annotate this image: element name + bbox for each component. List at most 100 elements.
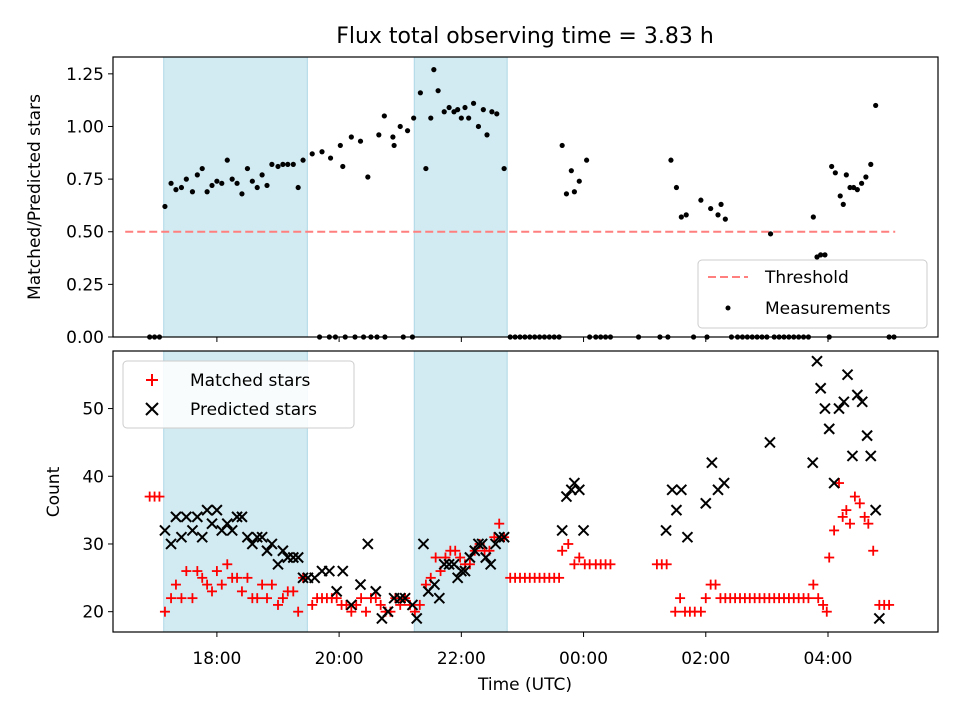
measurement-point — [428, 115, 434, 121]
measurement-point — [199, 165, 205, 172]
predicted-point — [472, 538, 485, 550]
predicted-point — [498, 531, 510, 543]
measurement-point — [244, 165, 251, 172]
predicted-point — [823, 423, 835, 435]
predicted-point — [556, 524, 568, 537]
legend-matched-label: Matched stars — [190, 371, 310, 391]
measurement-point — [178, 184, 185, 191]
measurement-point — [840, 201, 846, 207]
matched-point — [818, 599, 829, 610]
predicted-point — [573, 484, 585, 496]
matched-point — [277, 593, 288, 604]
measurement-point — [239, 191, 245, 197]
measurement-point — [319, 149, 325, 155]
measurement-point — [204, 189, 210, 195]
measurement-point — [162, 203, 168, 210]
matched-point — [262, 593, 272, 604]
predicted-point — [718, 477, 730, 489]
y-tick-label: 1.00 — [66, 117, 104, 137]
matched-point — [884, 599, 895, 610]
matched-point — [395, 599, 406, 610]
measurement-point — [269, 161, 275, 167]
measurement-point — [484, 132, 490, 138]
measurement-point — [683, 212, 689, 218]
predicted-point — [292, 551, 304, 564]
matched-point — [455, 552, 466, 563]
matched-point — [222, 559, 233, 570]
matched-point — [554, 572, 565, 583]
predicted-point — [297, 572, 309, 584]
predicted-point — [417, 538, 430, 550]
matched-point — [236, 586, 247, 597]
measurement-point — [214, 178, 220, 184]
measurement-point — [173, 187, 179, 193]
measurement-point — [327, 155, 334, 161]
predicted-point — [476, 538, 488, 550]
predicted-point — [256, 531, 268, 543]
predicted-point — [459, 565, 471, 577]
x-tick-label: 22:00 — [437, 649, 486, 669]
measurement-point — [868, 161, 874, 167]
predicted-point — [489, 538, 502, 550]
predicted-point — [851, 389, 864, 401]
legend-threshold-label: Threshold — [764, 268, 849, 288]
measurement-point — [678, 214, 684, 220]
matched-point — [464, 559, 475, 570]
y-tick-label: 20 — [82, 603, 104, 623]
measurement-point — [571, 189, 577, 195]
matched-point — [414, 599, 425, 610]
predicted-point — [560, 490, 573, 503]
legend-measurements-swatch — [725, 305, 731, 311]
predicted-point — [261, 545, 273, 557]
measurement-point — [446, 104, 452, 111]
predicted-point — [370, 585, 382, 598]
measurement-point — [441, 109, 447, 115]
measurement-point — [254, 184, 260, 191]
matched-point — [232, 572, 243, 583]
predicted-point — [165, 538, 177, 550]
predicted-point — [433, 592, 446, 604]
predicted-point — [394, 592, 406, 604]
measurement-point — [264, 182, 270, 189]
measurement-point — [290, 161, 296, 167]
matched-point — [834, 478, 844, 489]
predicted-point — [236, 511, 248, 523]
predicted-point — [428, 578, 441, 591]
measurement-point — [863, 174, 869, 180]
matched-point — [257, 579, 268, 590]
x-tick-label: 00:00 — [559, 649, 608, 669]
y-tick-label: 30 — [82, 535, 104, 555]
highlight-span — [163, 56, 308, 338]
measurement-point — [340, 163, 346, 170]
matched-points — [144, 478, 895, 617]
x-tick-label: 04:00 — [804, 649, 853, 669]
predicted-point — [170, 511, 182, 523]
matched-point — [868, 545, 879, 556]
measurement-point — [847, 184, 853, 191]
measurement-point — [234, 180, 240, 186]
measurement-point — [563, 191, 570, 197]
predicted-point — [814, 382, 827, 394]
y-tick-label: 0.50 — [66, 223, 104, 243]
predicted-point — [833, 402, 845, 415]
measurement-point — [411, 115, 417, 121]
matched-point — [187, 593, 198, 604]
measurement-point — [285, 161, 291, 167]
measurement-point — [668, 157, 674, 163]
matched-point — [450, 545, 461, 556]
measurement-point — [219, 180, 225, 186]
predicted-point — [411, 612, 423, 625]
predicted-point — [191, 511, 204, 523]
matched-point — [176, 593, 187, 604]
predicted-point — [455, 565, 468, 577]
matched-point — [361, 606, 371, 617]
matched-point — [356, 593, 367, 604]
predicted-point — [186, 524, 199, 537]
matched-point — [489, 532, 500, 543]
matched-point — [266, 579, 277, 590]
measurement-point — [715, 212, 721, 218]
top-axes-frame — [112, 56, 939, 338]
matched-point — [430, 552, 441, 563]
measurement-point — [295, 184, 301, 191]
